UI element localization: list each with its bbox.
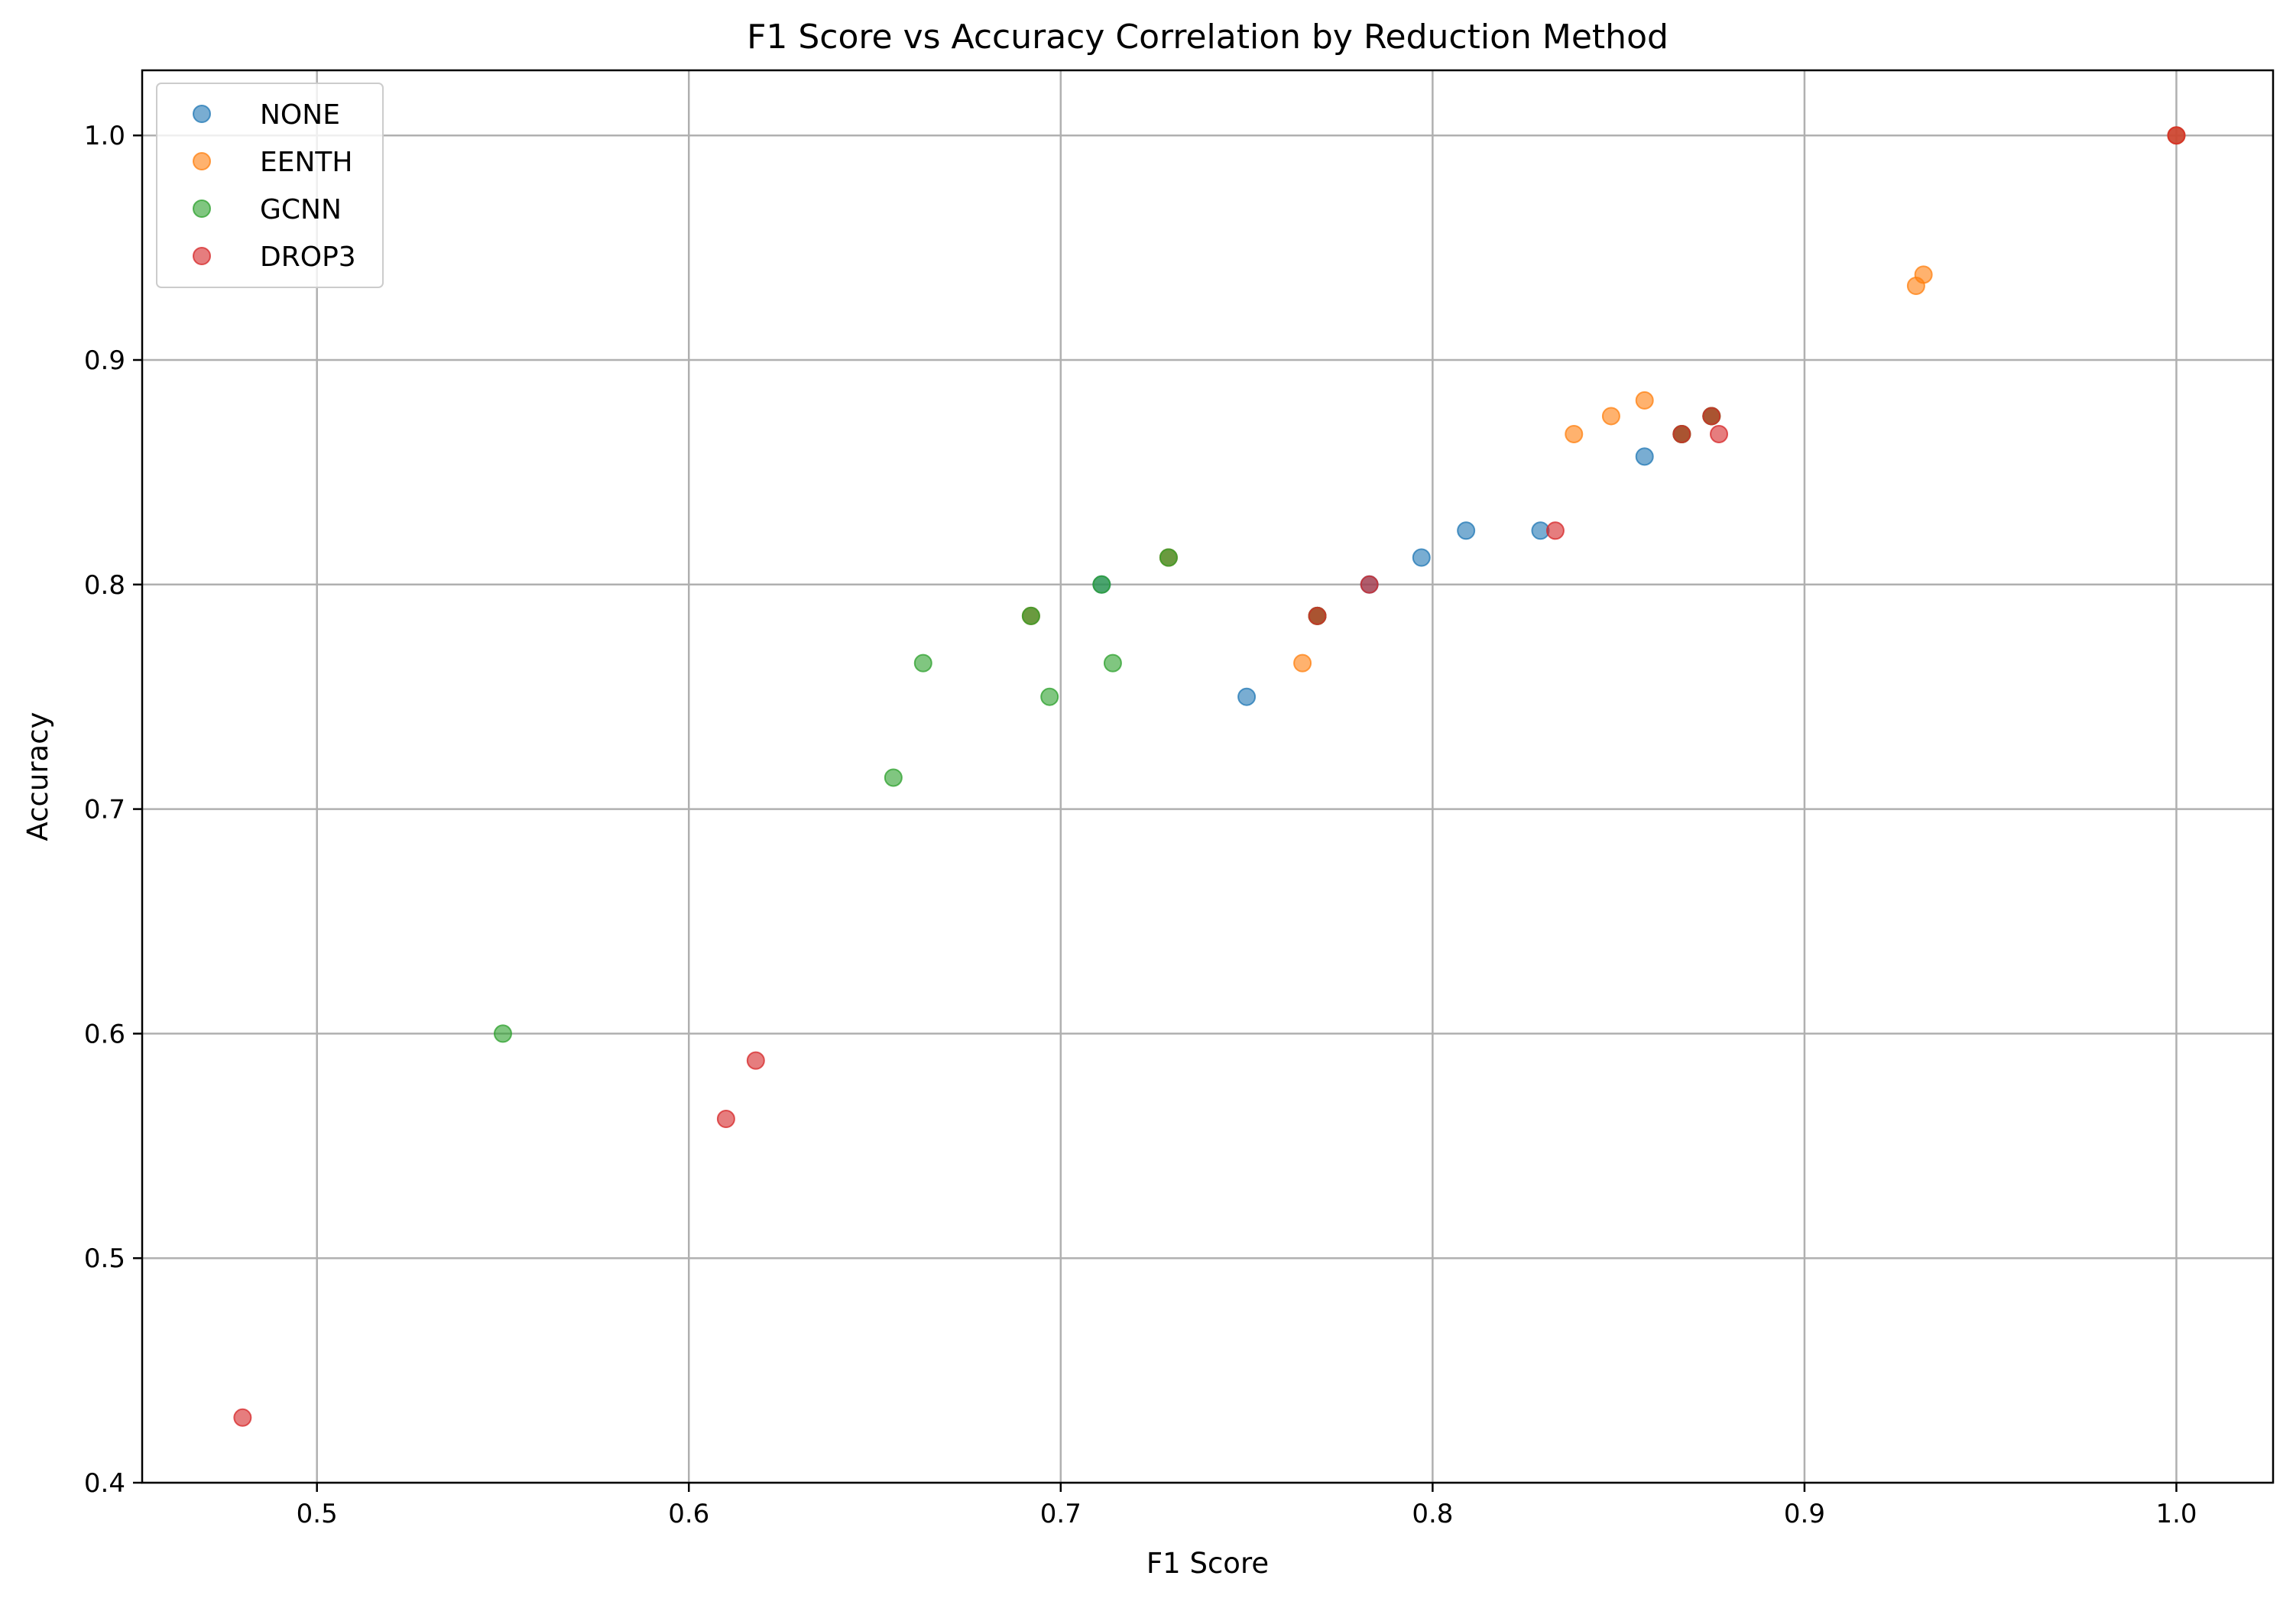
data-points: [233, 126, 2186, 1427]
point-none: [1237, 687, 1257, 706]
y-tick-label: 1.0: [84, 121, 125, 151]
point-eenth: [1914, 265, 1933, 284]
y-tick-label: 0.4: [84, 1468, 125, 1499]
point-gcnn: [1092, 575, 1111, 594]
legend-label-eenth: EENTH: [260, 147, 352, 178]
x-tick-label: 0.8: [1412, 1499, 1453, 1529]
point-drop3: [233, 1408, 252, 1427]
point-gcnn: [1040, 687, 1059, 706]
y-tick-label: 0.8: [84, 570, 125, 601]
point-eenth: [1635, 391, 1654, 410]
y-tick-label: 0.6: [84, 1019, 125, 1049]
legend-marker-none: [193, 105, 211, 123]
point-drop3: [1360, 575, 1379, 594]
x-axis-ticks: 0.5 0.6 0.7 0.8 0.9 1.0: [297, 1483, 2197, 1529]
legend-marker-eenth: [193, 152, 211, 170]
series-drop3: [233, 126, 2186, 1427]
point-drop3: [1545, 521, 1565, 540]
point-gcnn: [493, 1024, 512, 1043]
x-axis-title: F1 Score: [1146, 1547, 1269, 1580]
legend-marker-drop3: [193, 247, 211, 265]
legend: NONE EENTH GCNN DROP3: [156, 83, 384, 288]
point-gcnn: [884, 768, 903, 787]
plot-frame: [141, 69, 2275, 1484]
point-none: [1457, 521, 1476, 540]
point-gcnn: [913, 653, 932, 673]
y-axis-title: Accuracy: [21, 712, 54, 841]
point-drop3: [1702, 407, 1721, 426]
chart-title: F1 Score vs Accuracy Correlation by Redu…: [747, 18, 1668, 57]
point-gcnn: [1159, 548, 1178, 567]
legend-label-gcnn: GCNN: [260, 194, 342, 225]
x-tick-label: 0.7: [1040, 1499, 1082, 1529]
y-tick-label: 0.9: [84, 345, 125, 376]
point-drop3: [1672, 424, 1691, 443]
y-tick-label: 0.5: [84, 1243, 125, 1274]
y-tick-label: 0.7: [84, 795, 125, 825]
x-tick-label: 0.5: [297, 1499, 338, 1529]
point-eenth: [1601, 407, 1620, 426]
legend-label-none: NONE: [260, 99, 340, 131]
point-drop3: [746, 1051, 765, 1070]
legend-marker-gcnn: [193, 199, 211, 218]
point-drop3: [716, 1110, 735, 1129]
point-drop3: [2167, 126, 2186, 145]
point-none: [1635, 447, 1654, 466]
point-drop3: [1308, 606, 1327, 625]
point-none: [1412, 548, 1431, 567]
point-gcnn: [1103, 653, 1122, 673]
legend-label-drop3: DROP3: [260, 242, 356, 273]
point-gcnn: [1021, 606, 1040, 625]
point-eenth: [1293, 653, 1312, 673]
point-eenth: [1565, 424, 1584, 443]
point-drop3: [1710, 424, 1729, 443]
x-tick-label: 0.6: [668, 1499, 709, 1529]
y-axis-ticks: 0.4 0.5 0.6 0.7 0.8 0.9 1.0: [84, 121, 142, 1499]
legend-box: [156, 83, 384, 288]
x-tick-label: 0.9: [1784, 1499, 1825, 1529]
x-tick-label: 1.0: [2155, 1499, 2197, 1529]
